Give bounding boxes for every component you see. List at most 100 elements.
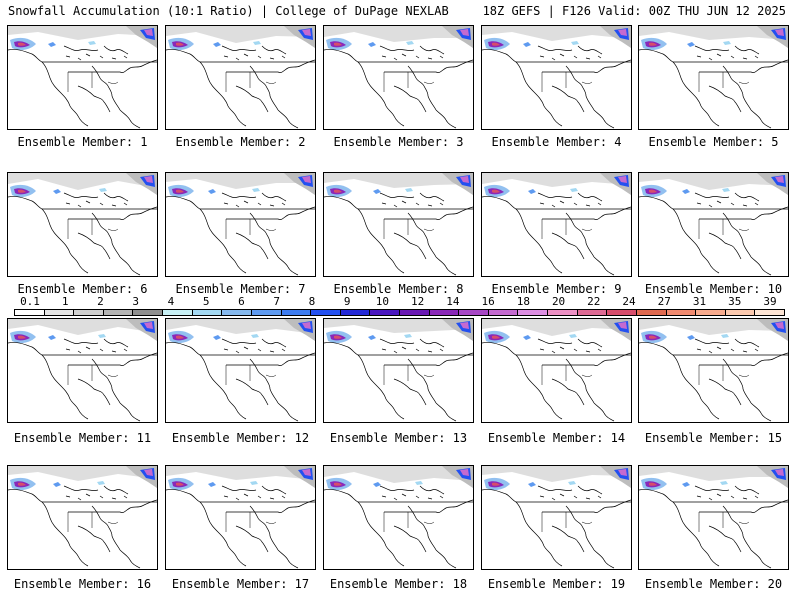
legend-tick-label: 12: [410, 295, 425, 308]
legend-tick-label: 24: [622, 295, 636, 308]
legend-color-swatch: [724, 309, 756, 316]
north-america-map: [324, 466, 473, 569]
north-america-map: [166, 173, 315, 276]
legend-tick-label: 10: [375, 295, 389, 308]
ensemble-member-map-panel: [7, 25, 158, 130]
legend-tick-label: 39: [763, 295, 777, 308]
legend-tick-label: 27: [657, 295, 671, 308]
north-america-map: [482, 26, 631, 129]
legend-tick-label: 35: [728, 295, 742, 308]
ensemble-member-map-panel: [165, 172, 316, 277]
legend-tick-label: 18: [516, 295, 530, 308]
legend-color-swatch: [399, 309, 430, 316]
ensemble-member-label: Ensemble Member: 4: [491, 135, 622, 149]
legend-color-swatch: [250, 309, 282, 316]
north-america-map: [8, 26, 157, 129]
legend-tick-label: 4: [167, 295, 175, 308]
ensemble-member-map-panel: [165, 465, 316, 570]
legend-tick-label: 3: [132, 295, 140, 308]
legend-tick-label: 5: [202, 295, 210, 308]
legend-tick-label: 0.1: [20, 295, 40, 308]
north-america-map: [8, 319, 157, 422]
ensemble-member-label: Ensemble Member: 15: [644, 431, 783, 445]
legend-color-swatch: [754, 309, 785, 316]
legend-tick-label: 14: [446, 295, 460, 308]
ensemble-member-label: Ensemble Member: 6: [17, 282, 148, 296]
legend-color-swatch: [73, 309, 104, 316]
north-america-map: [482, 466, 631, 569]
north-america-map: [324, 319, 473, 422]
ensemble-member-label: Ensemble Member: 18: [329, 577, 468, 591]
north-america-map: [324, 26, 473, 129]
legend-tick-label: 9: [343, 295, 351, 308]
legend-color-swatch: [14, 309, 45, 316]
legend-color-swatch: [132, 309, 164, 316]
legend-color-swatch: [310, 309, 341, 316]
chart-title: Snowfall Accumulation (10:1 Ratio) | Col…: [8, 4, 449, 18]
north-america-map: [482, 173, 631, 276]
ensemble-member-label: Ensemble Member: 11: [13, 431, 152, 445]
ensemble-member-label: Ensemble Member: 12: [171, 431, 310, 445]
ensemble-member-map-panel: [165, 25, 316, 130]
ensemble-member-label: Ensemble Member: 17: [171, 577, 310, 591]
north-america-map: [166, 466, 315, 569]
legend-color-swatch: [221, 309, 252, 316]
ensemble-member-map-panel: [165, 318, 316, 423]
ensemble-member-label: Ensemble Member: 16: [13, 577, 152, 591]
ensemble-member-map-panel: [323, 172, 474, 277]
legend-color-swatch: [547, 309, 578, 316]
ensemble-member-label: Ensemble Member: 13: [329, 431, 468, 445]
ensemble-member-map-panel: [638, 465, 789, 570]
north-america-map: [639, 173, 788, 276]
legend-color-swatch: [280, 309, 312, 316]
model-run-valid-time: 18Z GEFS | F126 Valid: 00Z THU JUN 12 20…: [482, 4, 786, 18]
ensemble-member-map-panel: [323, 25, 474, 130]
legend-tick-label: 31: [692, 295, 707, 308]
ensemble-member-label: Ensemble Member: 8: [333, 282, 464, 296]
legend-tick-label: 20: [551, 295, 566, 308]
legend-color-swatch: [695, 309, 726, 316]
north-america-map: [8, 466, 157, 569]
ensemble-member-map-panel: [323, 318, 474, 423]
ensemble-member-map-panel: [638, 25, 789, 130]
north-america-map: [639, 466, 788, 569]
ensemble-member-map-panel: [481, 318, 632, 423]
ensemble-member-map-panel: [7, 465, 158, 570]
ensemble-member-label: Ensemble Member: 3: [333, 135, 464, 149]
north-america-map: [166, 26, 315, 129]
legend-color-swatch: [635, 309, 667, 316]
ensemble-member-label: Ensemble Member: 14: [487, 431, 626, 445]
ensemble-member-label: Ensemble Member: 19: [487, 577, 626, 591]
legend-color-swatch: [576, 309, 608, 316]
legend-tick-label: 2: [97, 295, 104, 308]
legend-color-swatch: [428, 309, 460, 316]
ensemble-member-map-panel: [481, 465, 632, 570]
north-america-map: [639, 319, 788, 422]
legend-tick-label: 22: [587, 295, 601, 308]
ensemble-member-map-panel: [638, 172, 789, 277]
color-scale-legend: 0.1 1 2 3 4 5 6 7 8 9 10 12 14 16 18 20 22 24 27 31 35 39: [14, 295, 785, 320]
ensemble-member-map-panel: [638, 318, 789, 423]
legend-color-swatch: [517, 309, 549, 316]
ensemble-member-label: Ensemble Member: 2: [175, 135, 306, 149]
legend-tick-label: 16: [481, 295, 495, 308]
legend-color-swatch: [458, 309, 489, 316]
north-america-map: [8, 173, 157, 276]
north-america-map: [166, 319, 315, 422]
ensemble-member-label: Ensemble Member: 5: [648, 135, 779, 149]
legend-color-swatch: [339, 309, 371, 316]
north-america-map: [639, 26, 788, 129]
ensemble-member-label: Ensemble Member: 9: [491, 282, 622, 296]
legend-color-swatch: [369, 309, 400, 316]
ensemble-member-label: Ensemble Member: 10: [644, 282, 783, 296]
legend-tick-label: 6: [238, 295, 245, 308]
legend-color-swatch: [102, 309, 134, 316]
ensemble-member-label: Ensemble Member: 7: [175, 282, 306, 296]
ensemble-member-map-panel: [481, 25, 632, 130]
legend-color-swatch: [43, 309, 75, 316]
ensemble-member-map-panel: [323, 465, 474, 570]
legend-color-swatch: [665, 309, 697, 316]
legend-tick-label: 1: [61, 295, 69, 308]
ensemble-member-map-panel: [7, 318, 158, 423]
legend-tick-label: 8: [308, 295, 316, 308]
